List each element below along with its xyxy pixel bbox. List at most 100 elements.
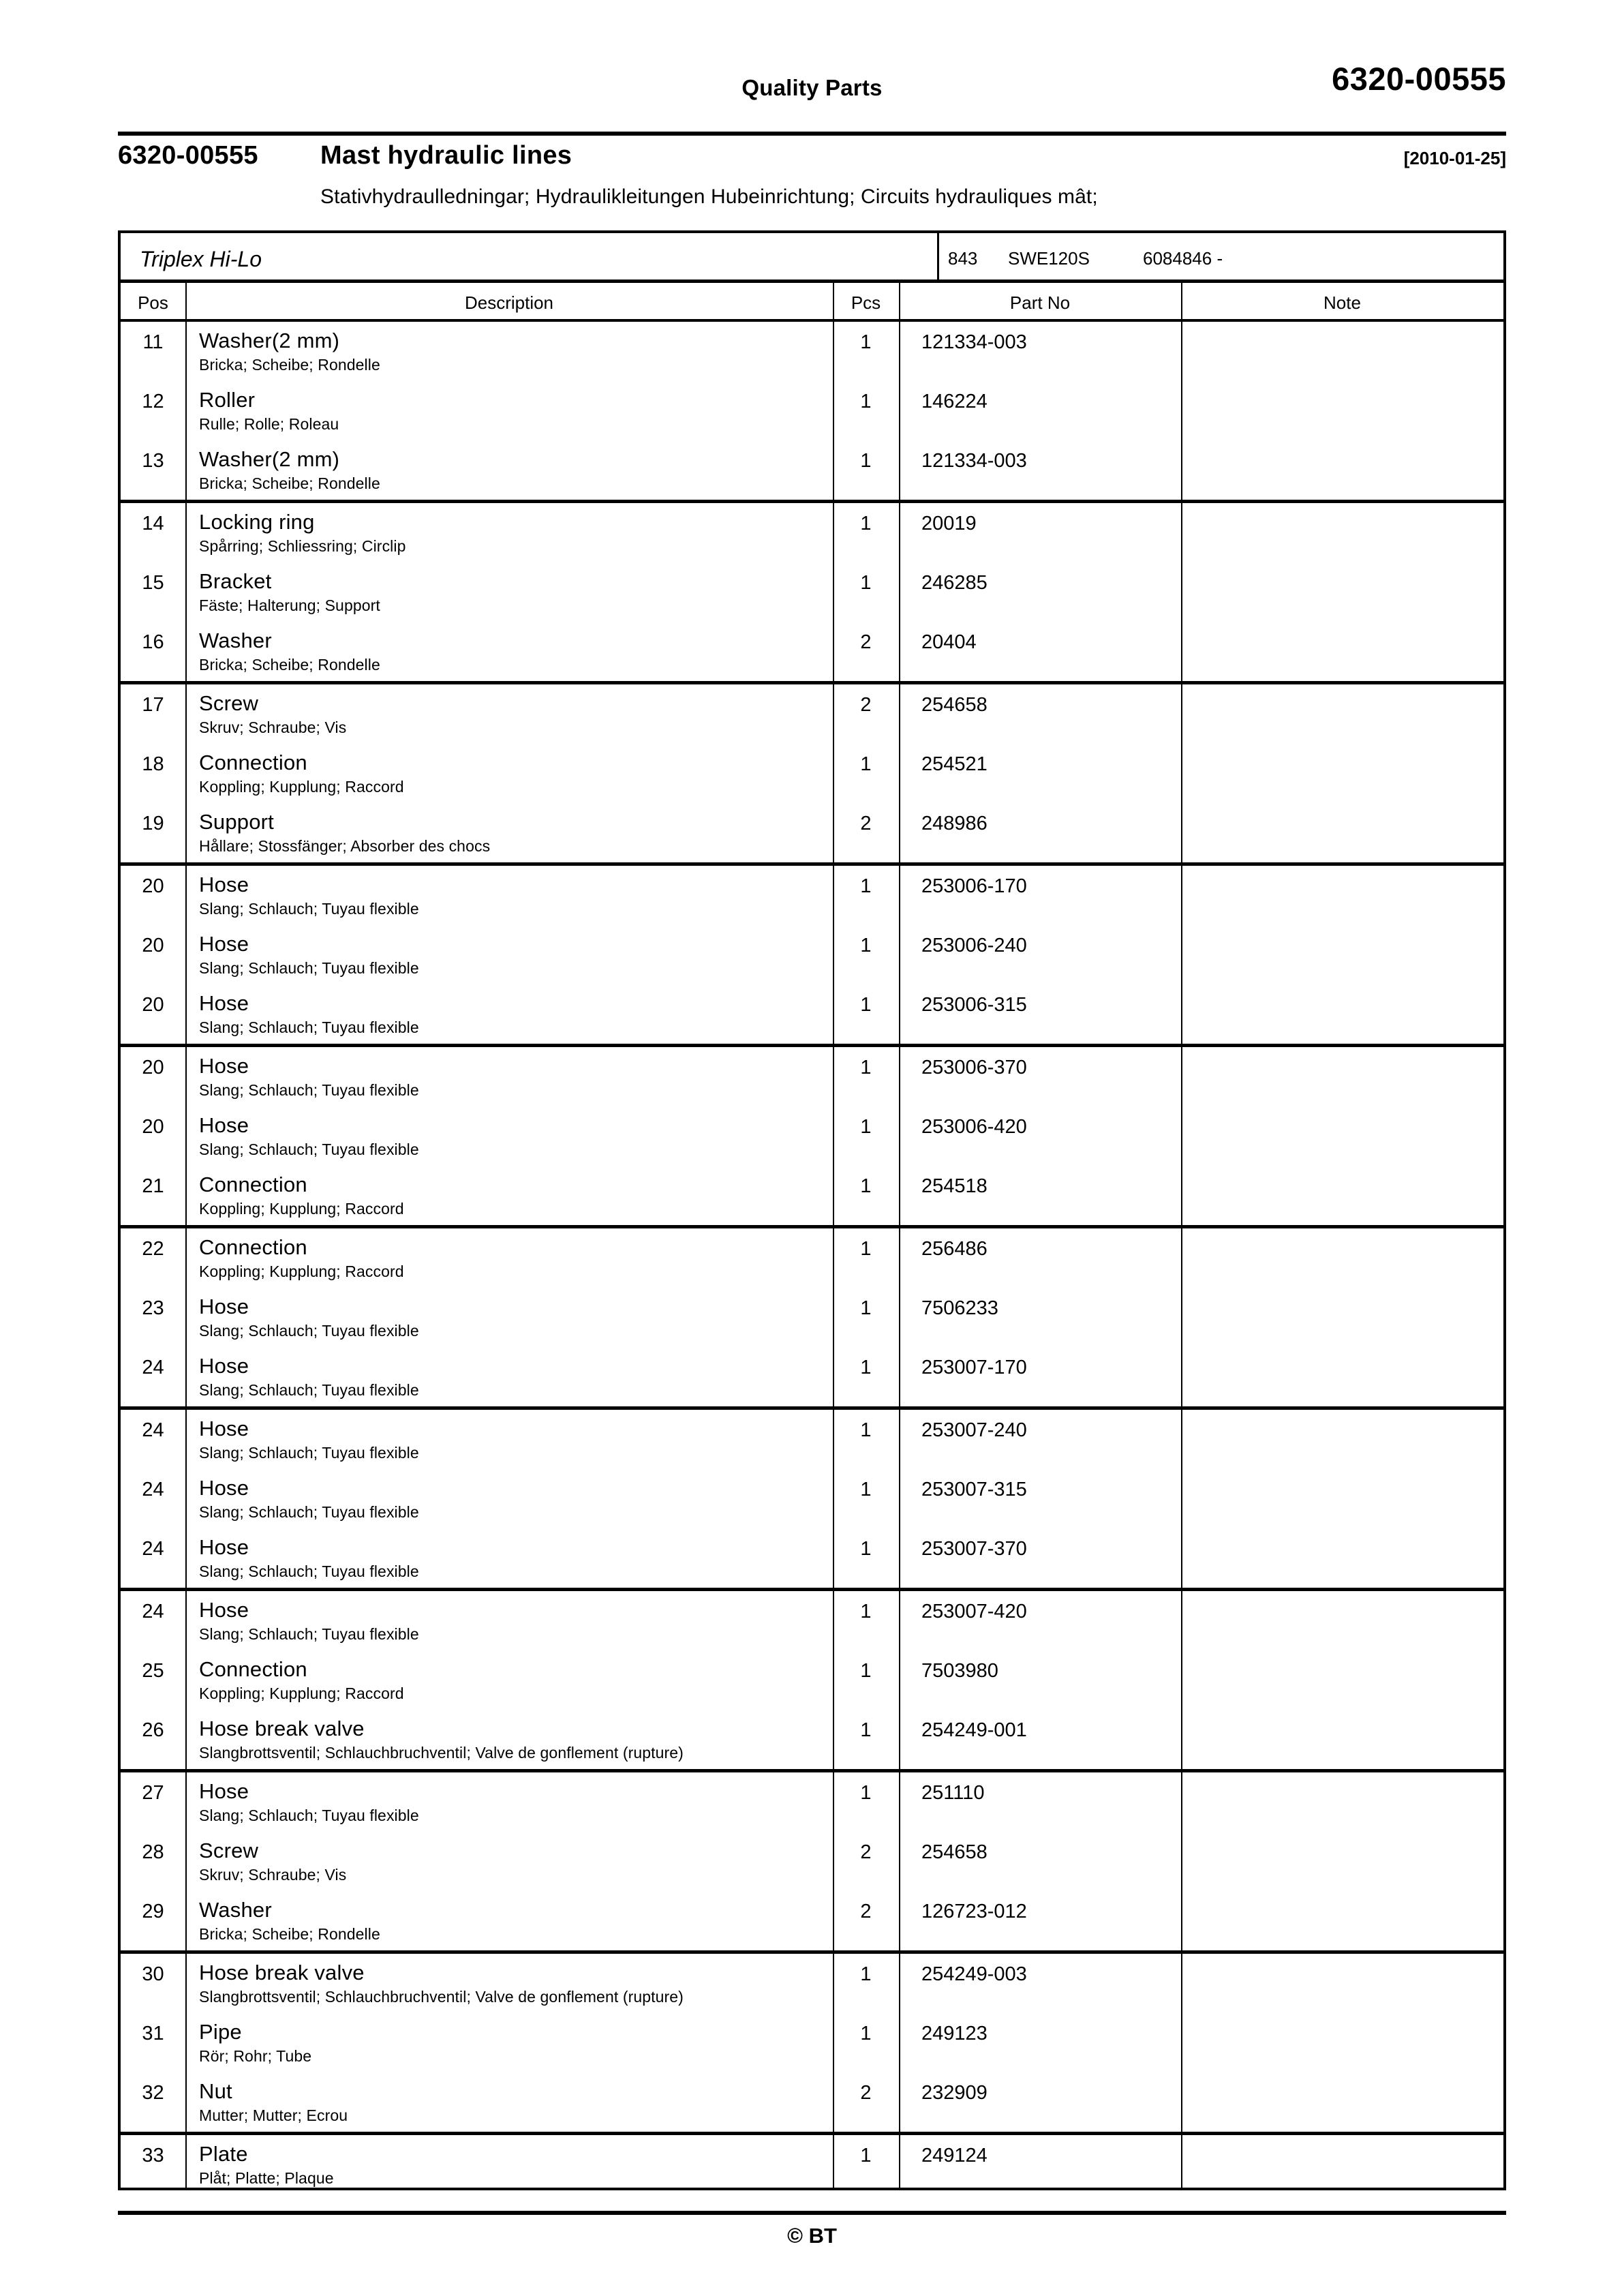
cell-pos: 25 (142, 1660, 164, 1682)
table-row[interactable]: 18 Connection Koppling; Kupplung; Raccord 1… (121, 744, 1503, 803)
cell-pcs: 2 (860, 631, 872, 653)
description-primary: Hose (199, 1535, 249, 1559)
description-translations: Hållare; Stossfänger; Absorber des chocs (199, 837, 491, 855)
description-translations: Spårring; Schliessring; Circlip (199, 537, 406, 555)
cell-pos: 14 (142, 513, 164, 534)
cell-pcs: 1 (860, 1782, 872, 1804)
cell-pos: 20 (142, 1057, 164, 1078)
description-primary: Washer (199, 1898, 272, 1922)
table-row[interactable]: 23 Hose Slang; Schlauch; Tuyau flexible 1 75… (121, 1288, 1503, 1347)
table-row[interactable]: 24 Hose Slang; Schlauch; Tuyau flexible 1 25… (121, 1591, 1503, 1650)
table-row-group: 14 Locking ring Spårring; Schliessring; Ci… (121, 503, 1503, 684)
cell-pos: 24 (142, 1538, 164, 1560)
description-translations: Slang; Schlauch; Tuyau flexible (199, 1018, 419, 1036)
cell-pcs: 1 (860, 994, 872, 1016)
table-row[interactable]: 19 Support Hållare; Stossfänger; Absorber … (121, 803, 1503, 862)
cell-description: Bracket Fäste; Halterung; Support (199, 569, 380, 616)
table-row[interactable]: 24 Hose Slang; Schlauch; Tuyau flexible 1 25… (121, 1469, 1503, 1528)
table-row[interactable]: 17 Screw Skruv; Schraube; Vis 2 254658 (121, 684, 1503, 744)
cell-part-no: 254658 (921, 1841, 988, 1863)
cell-pcs: 1 (860, 753, 872, 775)
description-primary: Screw (199, 1839, 259, 1862)
cell-part-no: 253007-370 (921, 1538, 1027, 1560)
description-primary: Hose (199, 873, 249, 896)
table-row[interactable]: 20 Hose Slang; Schlauch; Tuyau flexible 1 25… (121, 984, 1503, 1044)
description-translations: Slang; Schlauch; Tuyau flexible (199, 1625, 419, 1643)
cell-pcs: 1 (860, 1057, 872, 1078)
table-row[interactable]: 22 Connection Koppling; Kupplung; Raccord 1… (121, 1228, 1503, 1288)
description-translations: Slang; Schlauch; Tuyau flexible (199, 1322, 419, 1340)
description-primary: Pipe (199, 2020, 242, 2044)
table-row[interactable]: 20 Hose Slang; Schlauch; Tuyau flexible 1 25… (121, 866, 1503, 925)
cell-part-no: 20404 (921, 631, 977, 653)
description-primary: Bracket (199, 569, 272, 593)
cell-pcs: 1 (860, 331, 872, 353)
table-row[interactable]: 20 Hose Slang; Schlauch; Tuyau flexible 1 25… (121, 925, 1503, 984)
description-primary: Connection (199, 1173, 307, 1196)
cell-part-no: 253006-170 (921, 875, 1027, 897)
table-row[interactable]: 24 Hose Slang; Schlauch; Tuyau flexible 1 25… (121, 1528, 1503, 1588)
table-row[interactable]: 31 Pipe Rör; Rohr; Tube 1 249123 (121, 2013, 1503, 2072)
cell-pcs: 1 (860, 513, 872, 534)
table-row[interactable]: 11 Washer(2 mm) Bricka; Scheibe; Rondelle 1… (121, 322, 1503, 381)
table-row[interactable]: 12 Roller Rulle; Rolle; Roleau 1 146224 (121, 381, 1503, 440)
cell-pcs: 1 (860, 391, 872, 412)
table-row[interactable]: 14 Locking ring Spårring; Schliessring; Ci… (121, 503, 1503, 562)
description-primary: Connection (199, 1235, 307, 1259)
table-row[interactable]: 33 Plate Plåt; Platte; Plaque 1 249124 (121, 2135, 1503, 2194)
description-translations: Slangbrottsventil; Schlauchbruchventil; … (199, 1988, 684, 2006)
table-row[interactable]: 27 Hose Slang; Schlauch; Tuyau flexible 1 25… (121, 1772, 1503, 1832)
cell-part-no: 121334-003 (921, 331, 1027, 353)
table-row[interactable]: 24 Hose Slang; Schlauch; Tuyau flexible 1 25… (121, 1410, 1503, 1469)
cell-part-no: 253007-170 (921, 1357, 1027, 1378)
body-divider-pos (185, 322, 187, 2188)
table-row[interactable]: 20 Hose Slang; Schlauch; Tuyau flexible 1 25… (121, 1106, 1503, 1166)
table-row[interactable]: 15 Bracket Fäste; Halterung; Support 1 24628… (121, 562, 1503, 622)
title-section-number: 6320-00555 (118, 141, 258, 170)
colhdr-divider-pcs (899, 283, 900, 322)
title-subtitle-translations: Stativhydraulledningar; Hydraulikleitung… (320, 185, 1098, 208)
description-primary: Hose (199, 1295, 249, 1318)
cell-description: Locking ring Spårring; Schliessring; Circ… (199, 510, 406, 556)
table-row[interactable]: 24 Hose Slang; Schlauch; Tuyau flexible 1 25… (121, 1347, 1503, 1406)
description-translations: Skruv; Schraube; Vis (199, 719, 347, 736)
cell-description: Support Hållare; Stossfänger; Absorber de… (199, 810, 490, 856)
table-row[interactable]: 13 Washer(2 mm) Bricka; Scheibe; Rondelle 1… (121, 440, 1503, 500)
cell-pcs: 1 (860, 1175, 872, 1197)
cell-description: Hose Slang; Schlauch; Tuyau flexible (199, 1598, 419, 1644)
table-row[interactable]: 21 Connection Koppling; Kupplung; Raccord 1… (121, 1166, 1503, 1225)
cell-pcs: 1 (860, 450, 872, 472)
table-row[interactable]: 32 Nut Mutter; Mutter; Ecrou 2 232909 (121, 2072, 1503, 2132)
table-row[interactable]: 20 Hose Slang; Schlauch; Tuyau flexible 1 25… (121, 1047, 1503, 1106)
cell-description: Hose Slang; Schlauch; Tuyau flexible (199, 873, 419, 919)
serial-range: 6084846 - (1143, 248, 1223, 269)
table-row[interactable]: 25 Connection Koppling; Kupplung; Raccord 1… (121, 1650, 1503, 1710)
description-primary: Hose (199, 1476, 249, 1500)
description-primary: Nut (199, 2079, 232, 2103)
cell-description: Hose Slang; Schlauch; Tuyau flexible (199, 932, 419, 978)
title-block: 6320-00555 Mast hydraulic lines [2010-01… (118, 141, 1506, 179)
cell-part-no: 256486 (921, 1238, 988, 1260)
description-primary: Hose (199, 1417, 249, 1440)
cell-part-no: 126723-012 (921, 1901, 1027, 1922)
description-primary: Hose (199, 991, 249, 1015)
description-translations: Slang; Schlauch; Tuyau flexible (199, 1444, 419, 1462)
cell-pcs: 1 (860, 1479, 872, 1500)
table-row-group: 20 Hose Slang; Schlauch; Tuyau flexible 1 25… (121, 1047, 1503, 1228)
cell-pos: 29 (142, 1901, 164, 1922)
footer-copyright: © BT (787, 2224, 837, 2248)
cell-pos: 30 (142, 1963, 164, 1985)
cell-pcs: 1 (860, 935, 872, 956)
model-info: 843 SWE120S (948, 248, 1090, 269)
table-row[interactable]: 28 Screw Skruv; Schraube; Vis 2 254658 (121, 1832, 1503, 1891)
description-translations: Slang; Schlauch; Tuyau flexible (199, 900, 419, 918)
description-translations: Slang; Schlauch; Tuyau flexible (199, 959, 419, 977)
table-row[interactable]: 29 Washer Bricka; Scheibe; Rondelle 2 126723… (121, 1891, 1503, 1950)
description-translations: Koppling; Kupplung; Raccord (199, 1263, 404, 1280)
table-row[interactable]: 16 Washer Bricka; Scheibe; Rondelle 2 20404 (121, 622, 1503, 681)
cell-pcs: 1 (860, 1297, 872, 1319)
cell-description: Connection Koppling; Kupplung; Raccord (199, 1235, 404, 1282)
model-code: 843 (948, 248, 978, 269)
table-row[interactable]: 30 Hose break valve Slangbrottsventil; Sch… (121, 1954, 1503, 2013)
table-row[interactable]: 26 Hose break valve Slangbrottsventil; Sch… (121, 1710, 1503, 1769)
